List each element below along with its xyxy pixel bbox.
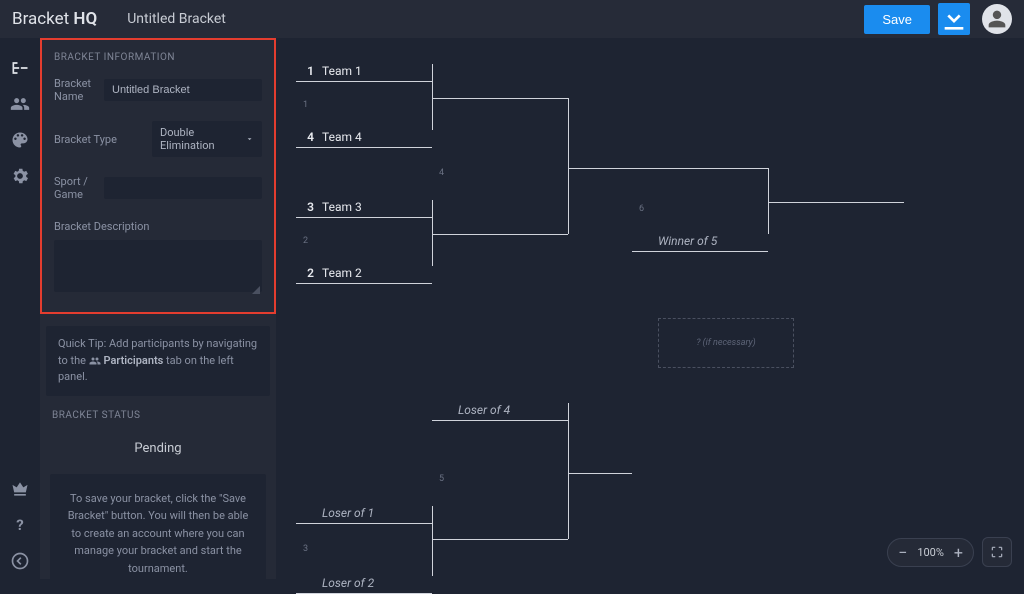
bracket-slot[interactable]: 1 Team 1 <box>296 64 432 82</box>
quick-tip: Quick Tip: Add participants by navigatin… <box>46 326 270 396</box>
header: Bracket HQ Untitled Bracket Save <box>0 0 1024 38</box>
team-name: Team 3 <box>322 200 362 214</box>
gear-icon <box>10 166 30 186</box>
status-help: To save your bracket, click the "Save Br… <box>50 474 266 580</box>
zoom-controls: − 100% + <box>887 537 1012 567</box>
placeholder-label: ? (if necessary) <box>696 338 755 348</box>
team-name: Loser of 4 <box>458 403 510 417</box>
chevron-down-icon <box>245 134 254 144</box>
rail-pro[interactable] <box>0 471 40 507</box>
status-heading: BRACKET STATUS <box>40 410 276 421</box>
connector <box>568 168 768 169</box>
desc-label: Bracket Description <box>54 220 149 233</box>
connector <box>568 98 569 234</box>
team-name: Loser of 1 <box>322 506 374 520</box>
save-button[interactable]: Save <box>864 5 930 34</box>
match-number: 1 <box>303 100 308 110</box>
user-icon <box>987 9 1007 29</box>
bracket-canvas[interactable]: − 100% + 1 Team 1 4 Team 4 3 Team 3 2 Team 2 Win… <box>276 38 1024 579</box>
bracket-slot[interactable]: Winner of 5 <box>632 234 768 252</box>
match-number: 2 <box>303 236 308 246</box>
svg-text:?: ? <box>16 516 23 534</box>
type-value: Double Elimination <box>160 126 245 152</box>
team-name: Loser of 2 <box>322 576 374 590</box>
type-label: Bracket Type <box>54 133 152 146</box>
connector <box>568 473 632 474</box>
match-number: 6 <box>639 204 644 214</box>
bracket-slot[interactable]: 4 Team 4 <box>296 130 432 148</box>
name-input[interactable] <box>104 79 262 101</box>
chevron-left-icon <box>10 551 30 571</box>
connector <box>432 506 433 576</box>
connector <box>568 403 569 539</box>
download-button[interactable] <box>938 3 970 35</box>
fullscreen-button[interactable] <box>982 537 1012 567</box>
desc-textarea[interactable] <box>54 240 262 292</box>
type-select[interactable]: Double Elimination <box>152 121 262 157</box>
sport-label: Sport / Game <box>54 175 104 201</box>
placeholder-match[interactable]: ? (if necessary) <box>658 318 794 368</box>
app-title: Bracket HQ <box>12 9 97 29</box>
rail-settings[interactable] <box>0 158 40 194</box>
seed: 2 <box>296 266 314 280</box>
match-number: 4 <box>439 168 444 178</box>
status-value: Pending <box>40 433 276 474</box>
match-number: 5 <box>439 474 444 484</box>
palette-icon <box>10 130 30 150</box>
team-name: Team 1 <box>322 64 362 78</box>
seed: 3 <box>296 200 314 214</box>
rail-bracket[interactable] <box>0 50 40 86</box>
zoom-value: 100% <box>917 546 944 559</box>
document-title: Untitled Bracket <box>127 11 226 27</box>
connector <box>768 202 904 203</box>
zoom-out-button[interactable]: − <box>898 543 907 562</box>
info-heading: BRACKET INFORMATION <box>54 52 262 63</box>
bracket-slot[interactable]: 3 Team 3 <box>296 200 432 218</box>
team-name: Team 4 <box>322 130 362 144</box>
bracket-slot[interactable]: Loser of 1 <box>296 506 432 524</box>
match-number: 3 <box>303 544 308 554</box>
connector <box>768 168 769 234</box>
zoom-in-button[interactable]: + <box>954 543 963 562</box>
fullscreen-icon <box>990 545 1004 559</box>
team-name: Team 2 <box>322 266 362 280</box>
avatar[interactable] <box>982 4 1012 34</box>
name-label: Bracket Name <box>54 77 104 103</box>
connector <box>432 64 433 130</box>
participants-icon <box>10 94 30 114</box>
bracket-slot[interactable]: Loser of 4 <box>432 403 568 421</box>
crown-icon <box>10 479 30 499</box>
nav-rail: ? <box>0 38 40 579</box>
rail-theme[interactable] <box>0 122 40 158</box>
bracket-slot[interactable]: 2 Team 2 <box>296 266 432 284</box>
rail-collapse[interactable] <box>0 543 40 579</box>
resize-handle-icon[interactable] <box>252 286 260 294</box>
bracket-icon <box>10 58 30 78</box>
seed: 4 <box>296 130 314 144</box>
connector <box>432 234 568 235</box>
seed: 1 <box>296 64 314 78</box>
download-icon <box>938 3 970 35</box>
rail-participants[interactable] <box>0 86 40 122</box>
connector <box>432 539 568 540</box>
participants-inline-icon <box>89 355 101 367</box>
sport-input[interactable] <box>104 177 262 199</box>
connector <box>432 200 433 266</box>
rail-help[interactable]: ? <box>0 507 40 543</box>
bracket-info-panel: BRACKET INFORMATION Bracket Name Bracket… <box>40 38 276 314</box>
connector <box>432 98 568 99</box>
sidebar: BRACKET INFORMATION Bracket Name Bracket… <box>40 38 276 579</box>
help-icon: ? <box>10 515 30 535</box>
team-name: Winner of 5 <box>658 234 717 248</box>
